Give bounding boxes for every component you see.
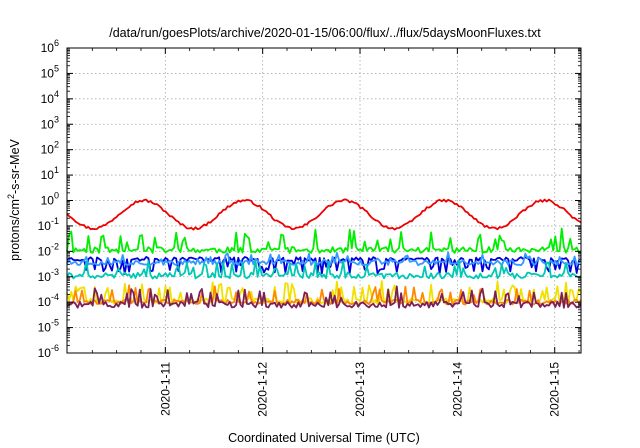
x-tick-label: 2020-1-12 <box>256 362 270 417</box>
y-tick-label: 103 <box>41 114 59 131</box>
series-line <box>66 227 582 255</box>
series-line <box>66 259 582 280</box>
x-tick-label: 2020-1-11 <box>158 362 172 416</box>
y-tick-label: 101 <box>41 165 59 182</box>
y-tick-label: 10-1 <box>38 216 59 233</box>
y-axis: 10-6 10-5 10-4 10-3 10-2 10-1 100 101 102 103 104 1… <box>38 38 581 360</box>
y-tick-label: 10-4 <box>38 292 59 309</box>
y-tick-label: 10-5 <box>38 318 59 335</box>
x-axis-label: Coordinated Universal Time (UTC) <box>228 431 420 445</box>
y-axis-label: protons/cm2-s-sr-MeV <box>6 138 22 260</box>
y-tick-label: 10-3 <box>38 267 59 284</box>
series-line <box>66 255 582 275</box>
series-line <box>66 251 582 267</box>
x-tick-label: 2020-1-15 <box>548 362 562 417</box>
y-tick-label: 10-6 <box>38 343 59 360</box>
x-tick-label: 2020-1-14 <box>450 362 464 417</box>
y-tick-label: 102 <box>41 140 59 157</box>
series-line <box>66 285 582 309</box>
x-tick-label: 2020-1-13 <box>353 362 367 417</box>
y-tick-label: 10-2 <box>38 241 59 258</box>
series-line <box>66 198 582 231</box>
y-tick-label: 104 <box>41 89 59 106</box>
y-tick-label: 106 <box>41 38 59 55</box>
y-tick-label: 100 <box>41 191 59 208</box>
x-axis: 2020-1-11 2020-1-12 2020-1-13 2020-1-14 2020… <box>91 48 580 417</box>
chart-title: /data/run/goesPlots/archive/2020-01-15/0… <box>109 26 541 40</box>
y-tick-label: 105 <box>41 63 59 80</box>
series-layer <box>66 198 582 309</box>
